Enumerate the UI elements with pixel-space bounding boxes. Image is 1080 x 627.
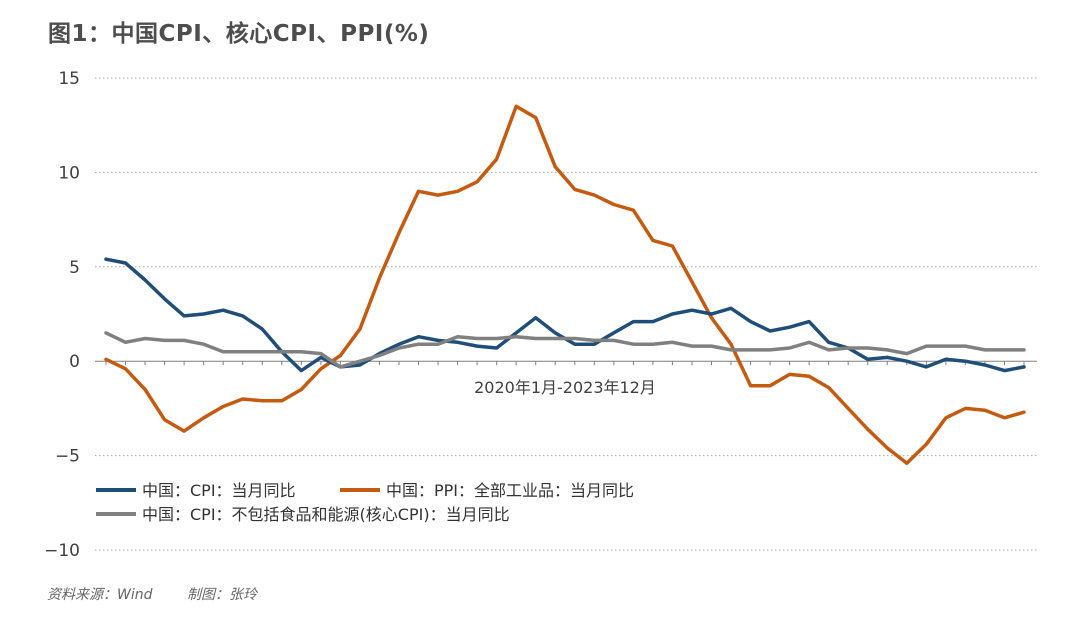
- y-axis-ticks: −10 −5 0 5 10 15: [44, 69, 80, 561]
- author-note: 制图：张玲: [186, 587, 257, 603]
- y-tick-label: 5: [69, 258, 80, 278]
- footer: 资料来源：Wind 制图：张玲: [47, 584, 287, 604]
- legend-label-0: 中国：CPI：当月同比: [142, 481, 296, 500]
- grid-lines: [95, 77, 1037, 551]
- chart-title: 图1：中国CPI、核心CPI、PPI(%): [48, 21, 430, 47]
- series-line-1: [104, 104, 1026, 465]
- x-axis: [95, 360, 1037, 366]
- y-tick-label: 0: [69, 352, 80, 372]
- legend-label-2: 中国：CPI：不包括食品和能源(核心CPI)：当月同比: [142, 505, 510, 524]
- x-axis-label: 2020年1月-2023年12月: [474, 378, 656, 397]
- series-lines: [104, 104, 1026, 465]
- legend: 中国：CPI：当月同比 中国：PPI：全部工业品：当月同比中国：CPI：不包括食品…: [96, 481, 634, 524]
- y-tick-label: 10: [58, 163, 80, 183]
- y-tick-label: −10: [44, 541, 80, 561]
- legend-label-1: 中国：PPI：全部工业品：当月同比: [386, 481, 634, 500]
- source-note: 资料来源：Wind: [47, 587, 153, 603]
- y-tick-label: −5: [55, 447, 80, 467]
- series-line-0: [104, 257, 1026, 373]
- y-tick-label: 15: [58, 69, 80, 89]
- series-line-2: [104, 331, 1026, 369]
